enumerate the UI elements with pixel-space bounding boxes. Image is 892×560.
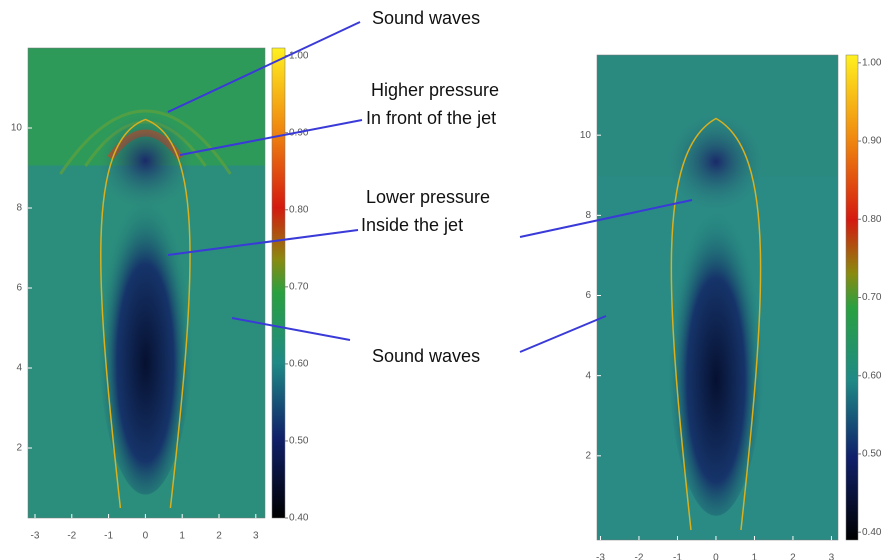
y-tick-label: 2: [585, 450, 591, 461]
colorbar-tick-label: 0.90: [862, 136, 882, 147]
jet-body: [668, 176, 764, 516]
y-tick-label: 8: [16, 203, 22, 214]
annotation: Higher pressure: [371, 80, 499, 100]
colorbar-tick-label: 0.80: [289, 204, 309, 215]
colorbar: [846, 55, 858, 540]
annotation: In front of the jet: [366, 108, 496, 128]
y-tick-label: 8: [585, 210, 591, 221]
colorbar-tick-label: 0.40: [289, 513, 309, 524]
x-tick-label: -2: [635, 553, 644, 560]
x-tick-label: 3: [253, 531, 259, 542]
y-tick-label: 4: [585, 370, 591, 381]
y-tick-label: 4: [16, 363, 22, 374]
colorbar-tick-label: 0.40: [862, 527, 882, 538]
jet-body: [98, 166, 193, 495]
y-tick-label: 2: [16, 443, 22, 454]
colorbar-tick-label: 0.50: [862, 449, 882, 460]
colorbar-tick-label: 0.80: [862, 214, 882, 225]
colorbar-tick-label: 0.50: [289, 436, 309, 447]
x-tick-label: 2: [790, 553, 796, 560]
colorbar-tick-label: 1.00: [289, 50, 309, 61]
x-tick-label: -3: [596, 553, 605, 560]
x-tick-label: 3: [829, 553, 835, 560]
colorbar-tick-label: 1.00: [862, 57, 882, 68]
colorbar-tick-label: 0.60: [862, 370, 882, 381]
annotation: Inside the jet: [361, 215, 463, 235]
x-tick-label: -1: [673, 553, 682, 560]
x-tick-label: 1: [179, 531, 185, 542]
annotation: Sound waves: [372, 346, 480, 366]
x-tick-label: 2: [216, 531, 222, 542]
figure: -3-2-101232468100.400.500.600.700.800.90…: [0, 0, 892, 560]
annotation: Lower pressure: [366, 187, 490, 207]
x-tick-label: 1: [752, 553, 758, 560]
arrow: [520, 316, 606, 352]
y-tick-label: 10: [580, 130, 592, 141]
x-tick-label: 0: [713, 553, 719, 560]
annotation: Sound waves: [372, 8, 480, 28]
y-tick-label: 10: [11, 123, 23, 134]
x-tick-label: -3: [31, 531, 40, 542]
colorbar-tick-label: 0.60: [289, 359, 309, 370]
y-tick-label: 6: [585, 290, 591, 301]
x-tick-label: -1: [104, 531, 113, 542]
y-tick-label: 6: [16, 283, 22, 294]
colorbar: [272, 48, 285, 518]
x-tick-label: 0: [143, 531, 149, 542]
colorbar-tick-label: 0.70: [862, 292, 882, 303]
x-tick-label: -2: [67, 531, 76, 542]
colorbar-tick-label: 0.70: [289, 281, 309, 292]
